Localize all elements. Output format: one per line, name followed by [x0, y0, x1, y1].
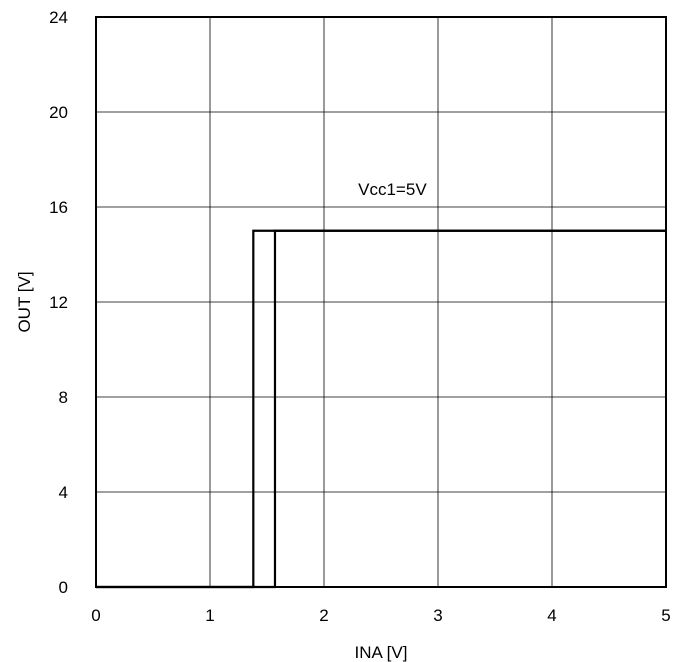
y-tick-label: 12: [49, 293, 68, 312]
y-tick-label: 24: [49, 8, 68, 27]
series-line-1: [96, 229, 666, 589]
y-tick-label: 20: [49, 103, 68, 122]
x-axis-title: INA [V]: [355, 643, 408, 662]
grid-lines: [95, 16, 667, 588]
y-tick-labels: 0 4 8 12 16 20 24: [49, 8, 68, 597]
series-line-2: [96, 229, 666, 589]
series-group: [96, 229, 666, 589]
y-tick-label: 4: [59, 483, 68, 502]
x-tick-label: 1: [205, 606, 214, 625]
x-tick-label: 3: [433, 606, 442, 625]
y-tick-label: 0: [59, 578, 68, 597]
y-tick-label: 16: [49, 198, 68, 217]
x-tick-label: 4: [547, 606, 556, 625]
annotation-vcc1: Vcc1=5V: [358, 180, 427, 199]
x-tick-labels: 0 1 2 3 4 5: [91, 606, 670, 625]
x-tick-label: 5: [661, 606, 670, 625]
x-tick-label: 0: [91, 606, 100, 625]
x-tick-label: 2: [319, 606, 328, 625]
plot-area: [95, 16, 667, 588]
y-tick-label: 8: [59, 388, 68, 407]
y-axis-title: OUT [V]: [15, 271, 34, 332]
